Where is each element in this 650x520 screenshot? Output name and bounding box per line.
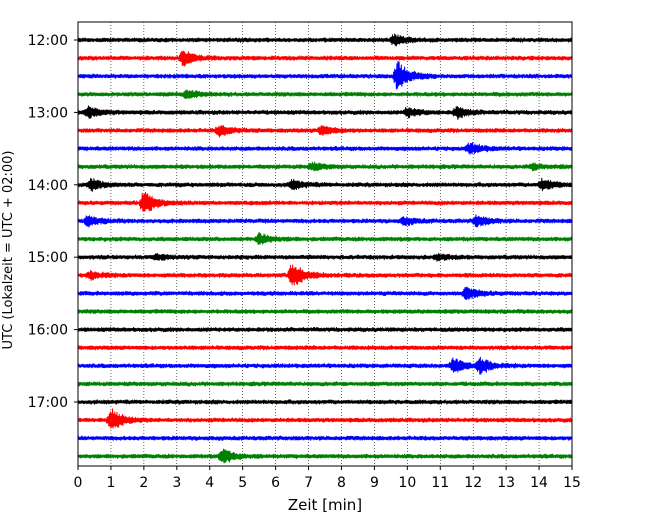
trace-line [77,326,573,333]
trace-line [77,381,573,387]
x-tick-label: 14 [530,475,548,491]
trace-line [77,344,573,351]
trace-line [77,105,573,120]
y-tick-label: 15:00 [28,250,68,266]
x-tick-label: 10 [398,475,416,491]
x-tick-label: 13 [497,475,515,491]
x-tick-label: 12 [464,475,482,491]
trace-line [77,435,573,441]
plot-frame [77,21,573,467]
trace-line [77,33,573,47]
x-tick-label: 0 [74,475,83,491]
trace-line [77,232,573,245]
trace-line [77,408,573,429]
grid-lines [110,22,540,466]
y-tick-label: 16:00 [28,323,68,339]
trace-line [77,286,573,301]
trace-line [77,264,573,286]
y-tick-label: 17:00 [28,395,68,411]
x-tick-label: 1 [106,475,115,491]
x-axis-label: Zeit [min] [288,496,362,514]
y-tick-label: 13:00 [28,105,68,121]
trace-line [77,60,573,90]
trace-line [77,448,573,464]
trace-line [77,125,573,138]
y-tick-label: 14:00 [28,178,68,194]
x-tick-label: 5 [238,475,247,491]
trace-line [77,214,573,228]
x-tick-label: 2 [139,475,148,491]
trace-line [77,161,573,172]
trace-line [77,141,573,155]
x-axis-ticks: 0 1 2 3 4 5 6 7 8 9 10 11 12 13 14 15 [74,466,581,491]
y-tick-label: 12:00 [28,33,68,49]
trace-line [77,399,573,405]
x-tick-label: 3 [172,475,181,491]
trace-line [77,177,573,192]
x-tick-label: 4 [205,475,214,491]
x-tick-label: 6 [271,475,280,491]
x-tick-label: 9 [370,475,379,491]
trace-line [77,89,573,100]
seismic-traces [77,33,573,464]
trace-line [77,252,573,262]
trace-line [77,356,573,375]
x-tick-label: 11 [431,475,449,491]
trace-line [77,308,573,315]
y-axis-label: UTC (Lokalzeit = UTC + 02:00) [1,151,16,350]
trace-line [77,50,573,67]
y-axis-ticks: 12:00 13:00 14:00 15:00 16:00 17:00 [28,33,78,411]
x-tick-label: 15 [563,475,581,491]
x-tick-label: 7 [304,475,313,491]
trace-line [77,191,573,212]
x-tick-label: 8 [337,475,346,491]
